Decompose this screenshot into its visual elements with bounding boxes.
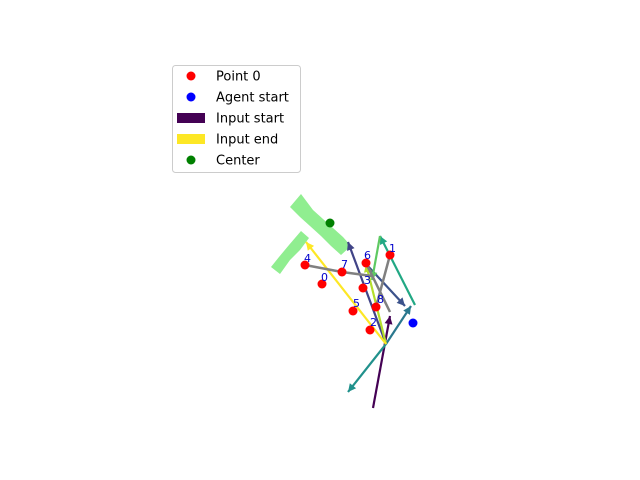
point-label: 3 — [364, 274, 371, 287]
legend-marker — [186, 71, 196, 81]
legend-marker — [186, 155, 196, 165]
point-marker — [385, 250, 395, 260]
trajectory-arrow — [347, 343, 387, 393]
green-shape-stem — [271, 231, 309, 274]
point-label: 6 — [364, 249, 371, 262]
connection-line — [374, 254, 392, 308]
legend: Point 0 Agent start Input start Input end Ce… — [172, 65, 301, 173]
connection-line — [364, 262, 392, 313]
legend-label: Input start — [216, 112, 284, 127]
legend-label: Agent start — [216, 91, 289, 106]
point-label: 7 — [341, 258, 348, 271]
legend-marker — [177, 113, 205, 123]
point-marker — [300, 260, 310, 270]
arrow-head — [306, 242, 315, 251]
point-label: 8 — [377, 293, 384, 306]
point-label: 5 — [353, 297, 360, 310]
arrow-head — [347, 242, 355, 251]
point-label: 2 — [370, 316, 377, 329]
legend-frame — [172, 65, 301, 173]
arrow-head — [348, 383, 357, 392]
green-shape-bar — [290, 194, 351, 255]
arrow-head — [384, 316, 393, 325]
legend-label: Point 0 — [216, 70, 261, 85]
center-marker — [325, 218, 335, 228]
arrow-head — [403, 306, 411, 315]
legend-label: Center — [216, 154, 260, 169]
arrow-head — [396, 297, 405, 306]
green-shape — [271, 194, 351, 274]
legend-marker — [186, 92, 196, 102]
point-marker — [371, 302, 381, 312]
arrow-head — [380, 236, 388, 245]
trajectory-arrow — [379, 235, 416, 306]
legend-label: Input end — [216, 133, 278, 148]
connection-line — [304, 263, 343, 274]
connection-line — [341, 270, 373, 278]
point-label: 0 — [321, 271, 328, 284]
point-marker — [365, 325, 375, 335]
numbered-points: 0 1 2 3 4 5 6 7 8 — [300, 242, 396, 335]
legend-marker — [177, 134, 205, 144]
trajectory-arrows — [305, 235, 416, 409]
point-marker — [337, 267, 347, 277]
point-label: 4 — [304, 252, 311, 265]
trajectory-arrow — [371, 315, 392, 409]
point-marker — [361, 258, 371, 268]
agent-start-marker — [408, 318, 418, 328]
point-marker — [317, 279, 327, 289]
point-marker — [358, 283, 368, 293]
trajectory-arrow — [346, 241, 388, 345]
trajectory-arrow — [365, 263, 406, 307]
point-marker — [348, 306, 358, 316]
point-label: 1 — [389, 242, 396, 255]
connection-lines — [304, 254, 392, 313]
